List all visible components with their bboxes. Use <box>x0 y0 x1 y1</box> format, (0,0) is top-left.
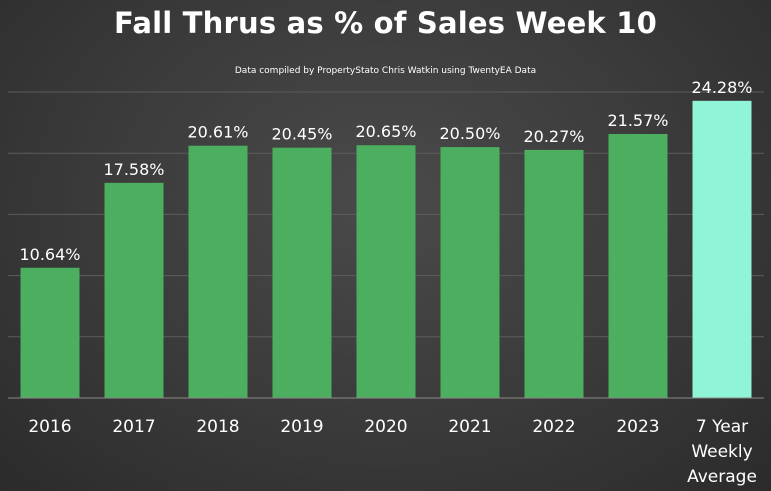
bar <box>104 182 164 398</box>
bar <box>692 100 752 398</box>
data-label: 20.65% <box>355 122 416 141</box>
x-tick-label: 2021 <box>448 417 491 437</box>
x-tick-label: 2019 <box>280 417 323 437</box>
x-tick-label: 2022 <box>532 417 575 437</box>
x-tick-label: 2016 <box>28 417 71 437</box>
data-label: 10.64% <box>19 245 80 264</box>
x-tick-label: 2020 <box>364 417 407 437</box>
bar <box>608 133 668 398</box>
data-label: 20.50% <box>439 124 500 143</box>
bar <box>440 147 500 398</box>
x-tick-label: Weekly <box>691 442 752 462</box>
bar <box>272 147 332 398</box>
x-tick-label: 7 Year <box>696 417 748 437</box>
data-label: 20.61% <box>187 123 248 142</box>
data-label: 24.28% <box>691 78 752 97</box>
bar <box>20 267 80 398</box>
data-label: 21.57% <box>607 111 668 130</box>
x-tick-label: 2023 <box>616 417 659 437</box>
bar <box>356 145 416 398</box>
chart-title: Fall Thrus as % of Sales Week 10 <box>114 6 657 40</box>
data-label: 20.27% <box>523 127 584 146</box>
data-label: 20.45% <box>271 125 332 144</box>
x-tick-label: 2017 <box>112 417 155 437</box>
data-label: 17.58% <box>103 160 164 179</box>
bar <box>188 145 248 398</box>
chart-subtitle: Data compiled by PropertyStato Chris Wat… <box>234 66 537 76</box>
x-tick-label: Average <box>687 467 757 487</box>
x-tick-label: 2018 <box>196 417 239 437</box>
bar <box>524 149 584 398</box>
